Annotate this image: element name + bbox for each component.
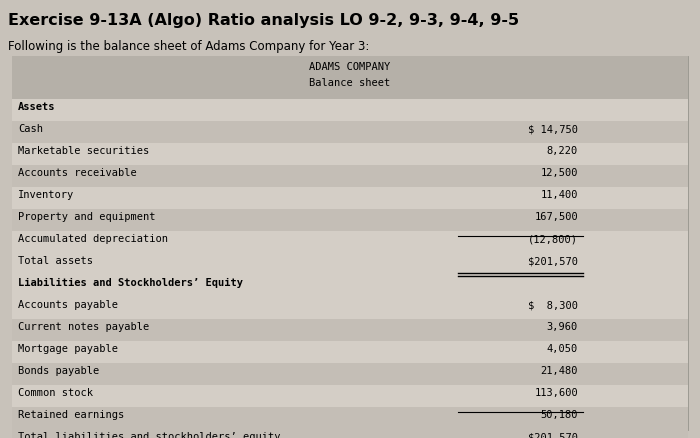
- Text: 3,960: 3,960: [547, 322, 578, 332]
- FancyBboxPatch shape: [12, 99, 688, 121]
- FancyBboxPatch shape: [12, 407, 688, 429]
- Text: Common stock: Common stock: [18, 388, 93, 398]
- Text: Total assets: Total assets: [18, 256, 93, 266]
- FancyBboxPatch shape: [12, 231, 688, 253]
- FancyBboxPatch shape: [12, 341, 688, 363]
- FancyBboxPatch shape: [12, 121, 688, 143]
- Text: Cash: Cash: [18, 124, 43, 134]
- Text: Balance sheet: Balance sheet: [309, 78, 391, 88]
- FancyBboxPatch shape: [12, 209, 688, 231]
- Text: Assets: Assets: [18, 102, 55, 112]
- Text: Marketable securities: Marketable securities: [18, 146, 149, 156]
- Text: Inventory: Inventory: [18, 190, 74, 200]
- Text: Property and equipment: Property and equipment: [18, 212, 155, 222]
- Text: Bonds payable: Bonds payable: [18, 366, 99, 376]
- Text: (12,800): (12,800): [528, 234, 578, 244]
- Text: 12,500: 12,500: [540, 168, 578, 178]
- FancyBboxPatch shape: [12, 297, 688, 319]
- Text: Accumulated depreciation: Accumulated depreciation: [18, 234, 168, 244]
- Text: ADAMS COMPANY: ADAMS COMPANY: [309, 62, 391, 72]
- Text: 11,400: 11,400: [540, 190, 578, 200]
- Text: Liabilities and Stockholders’ Equity: Liabilities and Stockholders’ Equity: [18, 278, 243, 288]
- Text: $ 14,750: $ 14,750: [528, 124, 578, 134]
- FancyBboxPatch shape: [12, 275, 688, 297]
- FancyBboxPatch shape: [12, 143, 688, 165]
- Text: $201,570: $201,570: [528, 256, 578, 266]
- Text: Exercise 9-13A (Algo) Ratio analysis LO 9-2, 9-3, 9-4, 9-5: Exercise 9-13A (Algo) Ratio analysis LO …: [8, 13, 519, 28]
- Text: Current notes payable: Current notes payable: [18, 322, 149, 332]
- FancyBboxPatch shape: [12, 56, 688, 430]
- FancyBboxPatch shape: [12, 187, 688, 209]
- Text: 167,500: 167,500: [534, 212, 578, 222]
- Text: Retained earnings: Retained earnings: [18, 410, 125, 420]
- Text: Following is the balance sheet of Adams Company for Year 3:: Following is the balance sheet of Adams …: [8, 40, 370, 53]
- FancyBboxPatch shape: [12, 363, 688, 385]
- Text: 8,220: 8,220: [547, 146, 578, 156]
- Text: 113,600: 113,600: [534, 388, 578, 398]
- FancyBboxPatch shape: [12, 319, 688, 341]
- Text: $201,570: $201,570: [528, 432, 578, 438]
- Text: Mortgage payable: Mortgage payable: [18, 344, 118, 354]
- Text: Accounts receivable: Accounts receivable: [18, 168, 136, 178]
- FancyBboxPatch shape: [12, 253, 688, 275]
- FancyBboxPatch shape: [12, 165, 688, 187]
- Text: 50,180: 50,180: [540, 410, 578, 420]
- Text: 4,050: 4,050: [547, 344, 578, 354]
- Text: $  8,300: $ 8,300: [528, 300, 578, 310]
- Text: 21,480: 21,480: [540, 366, 578, 376]
- FancyBboxPatch shape: [12, 429, 688, 438]
- FancyBboxPatch shape: [12, 385, 688, 407]
- Text: Total liabilities and stockholders’ equity: Total liabilities and stockholders’ equi…: [18, 432, 281, 438]
- FancyBboxPatch shape: [12, 56, 688, 100]
- Text: Accounts payable: Accounts payable: [18, 300, 118, 310]
